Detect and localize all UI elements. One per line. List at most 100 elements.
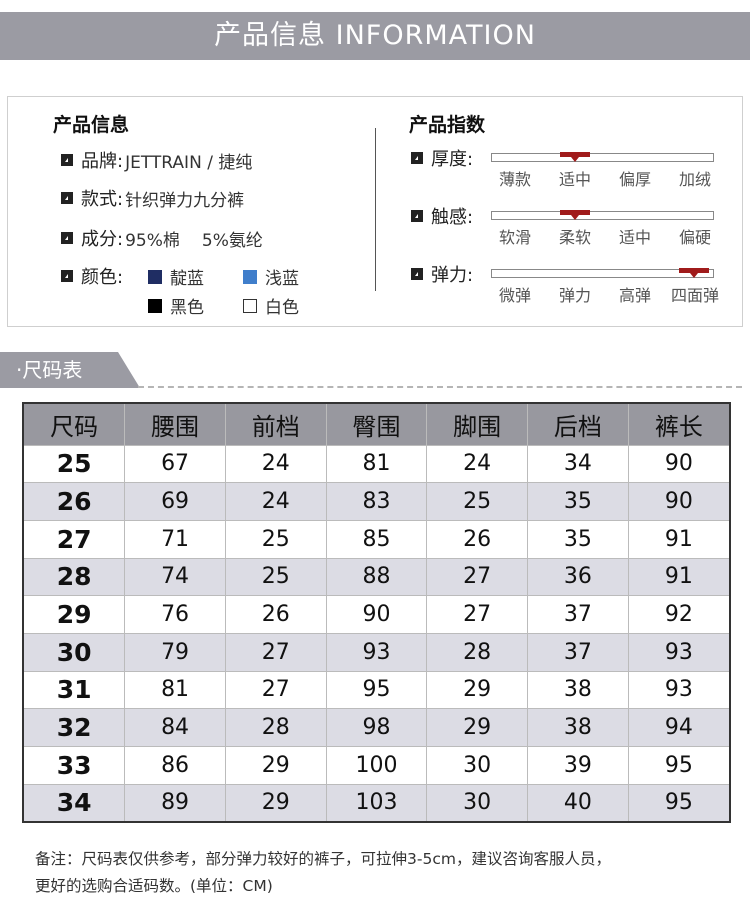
brand-row: 品牌: JETTRAIN / 捷纯 <box>61 147 252 173</box>
table-cell: 24 <box>224 444 327 484</box>
info-heading: 产品信息 <box>53 114 130 136</box>
table-cell: 79 <box>124 632 226 672</box>
table-cell: 37 <box>527 595 629 634</box>
bullet-icon <box>411 210 423 222</box>
table-cell: 26 <box>224 595 327 634</box>
size-chart-tab: ·尺码表 <box>0 352 140 388</box>
table-cell: 94 <box>627 708 731 747</box>
table-cell: 30 <box>22 632 126 672</box>
style-row: 款式: 针织弹力九分裤 <box>61 185 244 211</box>
table-cell: 83 <box>325 482 428 521</box>
table-row: 27 71 25 85 26 35 91 <box>22 519 731 559</box>
color-option: 白色 <box>243 293 299 318</box>
table-cell: 90 <box>627 444 731 484</box>
color-option: 黑色 <box>148 293 204 318</box>
table-cell: 93 <box>325 632 428 672</box>
footnote: 备注：尺码表仅供参考，部分弹力较好的裤子，可拉伸3-5cm，建议咨询客服人员， … <box>35 850 611 895</box>
level-marker <box>560 152 591 162</box>
bullet-icon <box>411 152 423 164</box>
table-cell: 33 <box>22 746 126 785</box>
info-panel <box>7 96 743 327</box>
table-cell: 89 <box>124 783 226 823</box>
column-header: 脚围 <box>426 402 529 446</box>
table-row: 25 67 24 81 24 34 90 <box>22 444 731 484</box>
table-cell: 81 <box>124 670 226 710</box>
table-cell: 40 <box>527 783 629 823</box>
table-cell: 35 <box>527 519 629 559</box>
table-cell: 24 <box>224 482 327 521</box>
table-cell: 37 <box>527 632 629 672</box>
table-cell: 76 <box>124 595 226 634</box>
table-cell: 26 <box>426 519 529 559</box>
table-row: 26 69 24 83 25 35 90 <box>22 482 731 521</box>
bullet-icon <box>61 232 73 244</box>
index-label: 触感: <box>411 203 473 229</box>
index-label: 厚度: <box>411 145 473 171</box>
table-cell: 98 <box>325 708 428 747</box>
index-scale <box>491 268 714 278</box>
table-cell: 38 <box>527 670 629 710</box>
table-cell: 27 <box>224 632 327 672</box>
table-row: 29 76 26 90 27 37 92 <box>22 595 731 634</box>
table-cell: 67 <box>124 444 226 484</box>
table-cell: 26 <box>22 482 126 521</box>
table-cell: 95 <box>325 670 428 710</box>
table-row: 31 81 27 95 29 38 93 <box>22 670 731 710</box>
scale-labels: 薄款 适中 偏厚 加绒 <box>498 170 711 189</box>
table-cell: 91 <box>627 557 731 597</box>
table-cell: 28 <box>224 708 327 747</box>
table-cell: 93 <box>627 670 731 710</box>
material-row: 成分: 95%棉 5%氨纶 <box>61 225 263 251</box>
index-scale <box>491 152 714 162</box>
table-cell: 86 <box>124 746 226 785</box>
table-cell: 29 <box>22 595 126 634</box>
color-swatch <box>148 298 162 313</box>
table-cell: 27 <box>224 670 327 710</box>
table-cell: 81 <box>325 444 428 484</box>
table-cell: 34 <box>527 444 629 484</box>
color-option: 浅蓝 <box>243 264 299 289</box>
table-cell: 32 <box>22 708 126 747</box>
index-scale <box>491 210 714 220</box>
index-label: 弹力: <box>411 261 473 287</box>
table-cell: 25 <box>22 444 126 484</box>
color-option: 靛蓝 <box>148 264 204 289</box>
table-cell: 31 <box>22 670 126 710</box>
table-cell: 25 <box>224 519 327 559</box>
table-row: 32 84 28 98 29 38 94 <box>22 708 731 747</box>
table-cell: 95 <box>627 783 731 823</box>
color-swatch <box>243 269 257 284</box>
table-cell: 35 <box>527 482 629 521</box>
table-cell: 29 <box>426 670 529 710</box>
table-cell: 28 <box>426 632 529 672</box>
scale-labels: 软滑 柔软 适中 偏硬 <box>498 228 711 247</box>
column-header: 腰围 <box>124 402 226 446</box>
table-cell: 28 <box>22 557 126 597</box>
table-cell: 30 <box>426 783 529 823</box>
table-cell: 27 <box>426 595 529 634</box>
color-row: 颜色: <box>61 263 123 289</box>
brand-value: JETTRAIN / 捷纯 <box>125 152 253 173</box>
table-cell: 92 <box>627 595 731 634</box>
table-cell: 91 <box>627 519 731 559</box>
level-marker <box>560 210 591 220</box>
table-row: 33 86 29 100 30 39 95 <box>22 746 731 785</box>
style-value: 针织弹力九分裤 <box>125 190 245 211</box>
table-cell: 29 <box>224 783 327 823</box>
table-cell: 74 <box>124 557 226 597</box>
color-swatch <box>148 269 162 284</box>
table-cell: 103 <box>325 783 428 823</box>
bullet-icon <box>61 270 73 282</box>
divider <box>375 128 376 291</box>
table-cell: 85 <box>325 519 428 559</box>
table-cell: 34 <box>22 783 126 823</box>
table-row: 28 74 25 88 27 36 91 <box>22 557 731 597</box>
table-cell: 30 <box>426 746 529 785</box>
bullet-icon <box>61 192 73 204</box>
table-cell: 38 <box>527 708 629 747</box>
bullet-icon <box>61 154 73 166</box>
dashed-divider <box>138 386 742 388</box>
column-header: 尺码 <box>22 402 126 446</box>
table-cell: 69 <box>124 482 226 521</box>
column-header: 裤长 <box>627 402 731 446</box>
